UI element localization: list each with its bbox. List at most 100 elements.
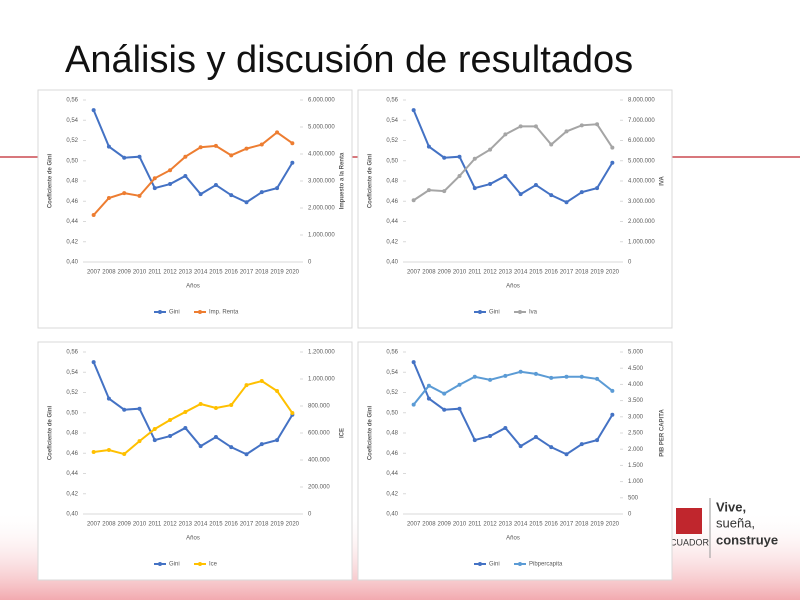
x-tick-label: 2019 xyxy=(270,270,284,276)
x-tick-label: 2007 xyxy=(87,522,101,528)
x-tick-label: 2016 xyxy=(225,522,239,528)
y-tick-label: 0,46 xyxy=(386,199,398,205)
y-tick-label: 0,52 xyxy=(66,390,78,396)
x-tick-label: 2019 xyxy=(590,270,604,276)
point xyxy=(91,360,96,365)
point xyxy=(259,190,264,195)
y2-tick-label: 600.000 xyxy=(308,431,330,437)
legend-label: Imp. Renta xyxy=(209,310,239,316)
y2-tick-label: 1.500 xyxy=(628,463,644,469)
point xyxy=(595,376,600,381)
point xyxy=(290,411,295,416)
legend-marker xyxy=(518,562,522,566)
point xyxy=(610,160,615,165)
point xyxy=(518,192,523,197)
x-tick-label: 2018 xyxy=(255,270,269,276)
x-tick-label: 2019 xyxy=(270,522,284,528)
y-axis-label: Coeficiente de Gini xyxy=(368,153,374,208)
point xyxy=(457,382,462,387)
y2-tick-label: 5.000.000 xyxy=(308,125,335,131)
point xyxy=(213,143,218,148)
point xyxy=(198,444,203,449)
point xyxy=(595,438,600,443)
point xyxy=(518,124,523,129)
point xyxy=(472,156,477,161)
point xyxy=(213,406,218,411)
series-line xyxy=(412,361,614,456)
legend-label: Gini xyxy=(169,562,180,568)
x-tick-label: 2008 xyxy=(102,270,116,276)
point xyxy=(137,439,142,444)
point xyxy=(183,425,188,430)
x-tick-label: 2007 xyxy=(407,522,421,528)
point xyxy=(579,123,584,128)
point xyxy=(91,108,96,113)
x-tick-label: 2020 xyxy=(286,522,300,528)
y2-tick-label: 6.000.000 xyxy=(628,138,655,144)
y-tick-label: 0,46 xyxy=(386,451,398,457)
y-tick-label: 0,56 xyxy=(386,350,398,356)
y2-tick-label: 7.000.000 xyxy=(628,118,655,124)
y2-tick-label: 0 xyxy=(628,260,632,266)
point xyxy=(152,438,157,443)
y2-tick-label: 500 xyxy=(628,495,639,501)
y-tick-label: 0,48 xyxy=(386,431,398,437)
y2-axis-label: Impuesto a la Renta xyxy=(340,152,346,209)
x-tick-label: 2011 xyxy=(468,270,482,276)
point xyxy=(488,182,493,187)
chart: 0,40 0,42 0,44 0,46 0,48 0,50 0,52 0,54 0,56 0 200… xyxy=(37,341,353,581)
x-tick-label: 2017 xyxy=(240,522,254,528)
point xyxy=(549,445,554,450)
y-tick-label: 0,52 xyxy=(66,138,78,144)
point xyxy=(488,147,493,152)
logo-mark xyxy=(676,508,702,534)
point xyxy=(168,418,173,423)
point xyxy=(106,396,111,401)
chart: 0,40 0,42 0,44 0,46 0,48 0,50 0,52 0,54 0,56 0 1.0… xyxy=(37,89,353,329)
x-tick-label: 2018 xyxy=(575,522,589,528)
x-tick-label: 2010 xyxy=(133,522,147,528)
point xyxy=(244,383,249,388)
x-axis-label: Años xyxy=(506,536,520,542)
y2-tick-label: 1.000.000 xyxy=(628,239,655,245)
y2-tick-label: 3.000 xyxy=(628,414,644,420)
x-tick-label: 2013 xyxy=(499,522,513,528)
legend-marker xyxy=(478,310,482,314)
x-tick-label: 2012 xyxy=(163,270,177,276)
chart: 0,40 0,42 0,44 0,46 0,48 0,50 0,52 0,54 0,56 0 500… xyxy=(357,341,673,581)
point xyxy=(198,192,203,197)
legend-label: Pibpercapita xyxy=(529,562,563,568)
point xyxy=(442,155,447,160)
point xyxy=(426,396,431,401)
point xyxy=(472,186,477,191)
y-tick-label: 0,40 xyxy=(66,512,78,518)
point xyxy=(259,142,264,147)
point xyxy=(122,452,127,457)
y-tick-label: 0,56 xyxy=(66,350,78,356)
y2-tick-label: 0 xyxy=(308,512,312,518)
series-line xyxy=(412,109,614,204)
x-tick-label: 2020 xyxy=(286,270,300,276)
legend-marker xyxy=(478,562,482,566)
point xyxy=(91,213,96,218)
point xyxy=(152,186,157,191)
legend-marker xyxy=(158,310,162,314)
series-line xyxy=(93,379,294,456)
legend-marker xyxy=(158,562,162,566)
point xyxy=(518,444,523,449)
point xyxy=(579,442,584,447)
x-tick-label: 2016 xyxy=(545,270,559,276)
y-tick-label: 0,54 xyxy=(386,370,398,376)
legend-label: Gini xyxy=(169,310,180,316)
point xyxy=(411,198,416,203)
x-tick-label: 2007 xyxy=(407,270,421,276)
point xyxy=(137,193,142,198)
series-line xyxy=(92,361,294,456)
legend-label: Ice xyxy=(209,562,218,568)
y-tick-label: 0,48 xyxy=(66,431,78,437)
point xyxy=(229,153,234,158)
y-tick-label: 0,42 xyxy=(66,239,78,245)
point xyxy=(549,142,554,147)
point xyxy=(122,191,127,196)
